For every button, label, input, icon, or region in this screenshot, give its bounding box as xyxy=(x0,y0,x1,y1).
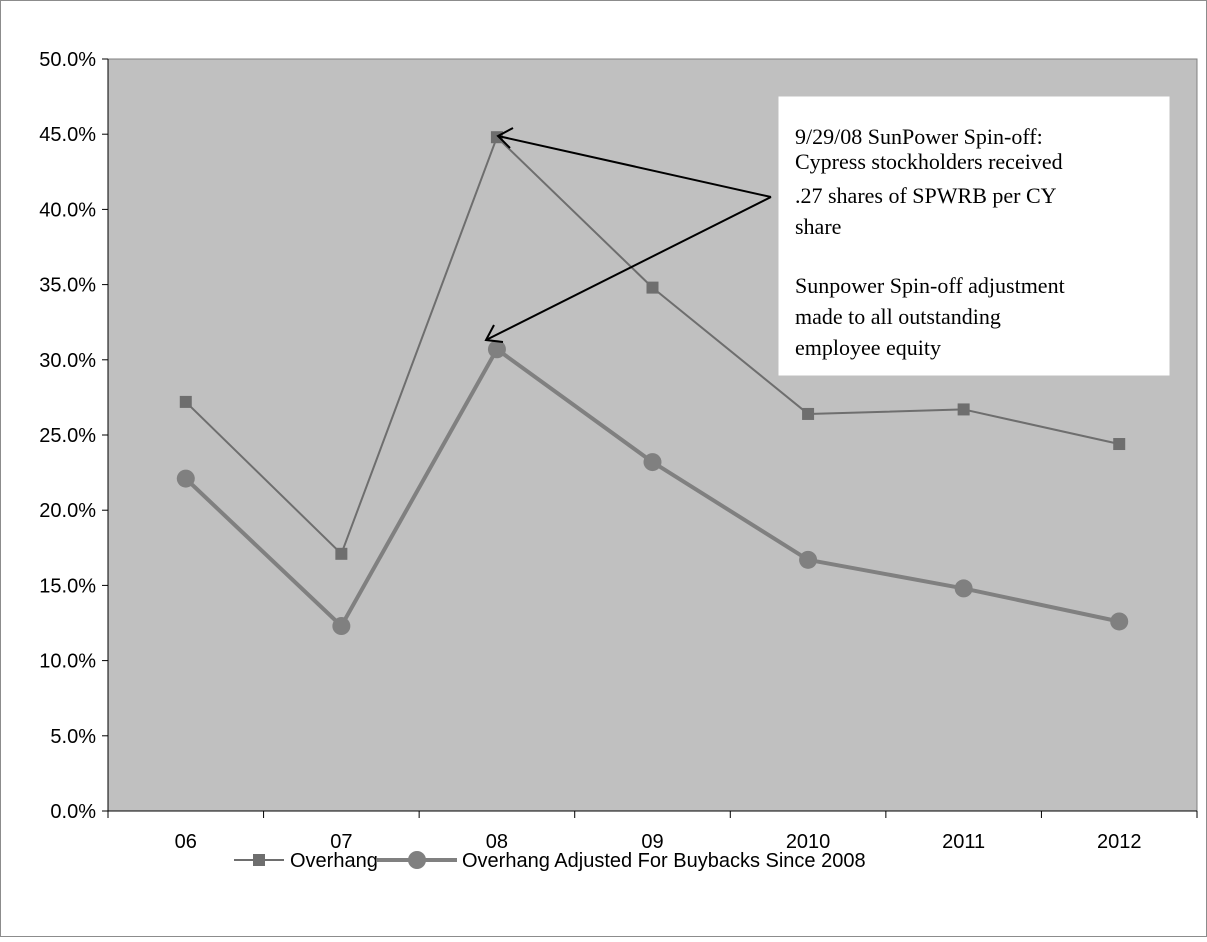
annotation-arrowhead xyxy=(496,127,514,149)
x-tick-label: 07 xyxy=(330,831,352,853)
annotation-line: employee equity xyxy=(795,335,941,360)
x-tick-label: 06 xyxy=(175,831,197,853)
data-point-overhang xyxy=(957,403,970,416)
x-axis: 06 07 08 09 2010 2011 2012 xyxy=(107,810,1198,853)
annotation-callout: 9/29/08 SunPower Spin-off: Cypress stock… xyxy=(484,96,1170,376)
data-point-overhang-adjusted xyxy=(487,340,506,359)
annotation-arrow xyxy=(485,196,772,341)
y-tick-label: 40.0% xyxy=(39,199,96,221)
annotation-arrow xyxy=(497,135,772,198)
x-tick-label: 2010 xyxy=(786,831,831,853)
y-tick-label: 15.0% xyxy=(39,575,96,597)
annotation-arrowhead xyxy=(484,324,504,343)
y-tick-label: 35.0% xyxy=(39,275,96,297)
data-point-overhang xyxy=(1113,438,1126,451)
y-tick-label: 10.0% xyxy=(39,651,96,673)
data-point-overhang-adjusted xyxy=(954,579,973,598)
data-point-overhang-adjusted xyxy=(176,469,195,488)
data-point-overhang-adjusted xyxy=(799,550,818,569)
annotation-line: Sunpower Spin-off adjustment xyxy=(795,273,1065,298)
legend-swatch-adjusted-marker xyxy=(408,851,426,869)
y-tick-label: 5.0% xyxy=(50,726,96,748)
y-tick-label: 45.0% xyxy=(39,124,96,146)
x-tick-label: 2012 xyxy=(1097,831,1142,853)
x-tick-label: 08 xyxy=(486,831,508,853)
y-tick-label: 50.0% xyxy=(39,49,96,71)
x-tick-label: 2011 xyxy=(942,831,985,853)
y-tick-label: 30.0% xyxy=(39,350,96,372)
annotation-line: Cypress stockholders received xyxy=(795,149,1063,174)
y-tick-label: 20.0% xyxy=(39,500,96,522)
y-axis: 0.0% 5.0% 10.0% 15.0% 20.0% 25.0% 30.0% 35.0% 40… xyxy=(39,49,109,823)
data-point-overhang xyxy=(335,547,348,560)
x-tick-label: 09 xyxy=(641,831,663,853)
annotation-line: made to all outstanding xyxy=(795,304,1001,329)
legend-label-adjusted: Overhang Adjusted For Buybacks Since 200… xyxy=(462,850,866,872)
data-point-overhang-adjusted xyxy=(1110,612,1129,631)
annotation-box xyxy=(778,96,1170,376)
y-tick-label: 0.0% xyxy=(50,801,96,823)
data-point-overhang xyxy=(802,407,815,420)
legend-swatch-overhang-marker xyxy=(253,854,265,866)
data-point-overhang-adjusted xyxy=(643,453,662,472)
series-layer xyxy=(176,131,1129,636)
annotation-line: 9/29/08 SunPower Spin-off: xyxy=(795,124,1043,149)
data-point-overhang xyxy=(646,281,659,294)
legend-label-overhang: Overhang xyxy=(290,850,378,872)
data-point-overhang xyxy=(179,395,192,408)
y-tick-label: 25.0% xyxy=(39,425,96,447)
data-point-overhang-adjusted xyxy=(332,617,351,636)
annotation-line: share xyxy=(795,214,841,239)
annotation-line: .27 shares of SPWRB per CY xyxy=(795,183,1057,208)
legend: Overhang Overhang Adjusted For Buybacks … xyxy=(234,850,866,872)
